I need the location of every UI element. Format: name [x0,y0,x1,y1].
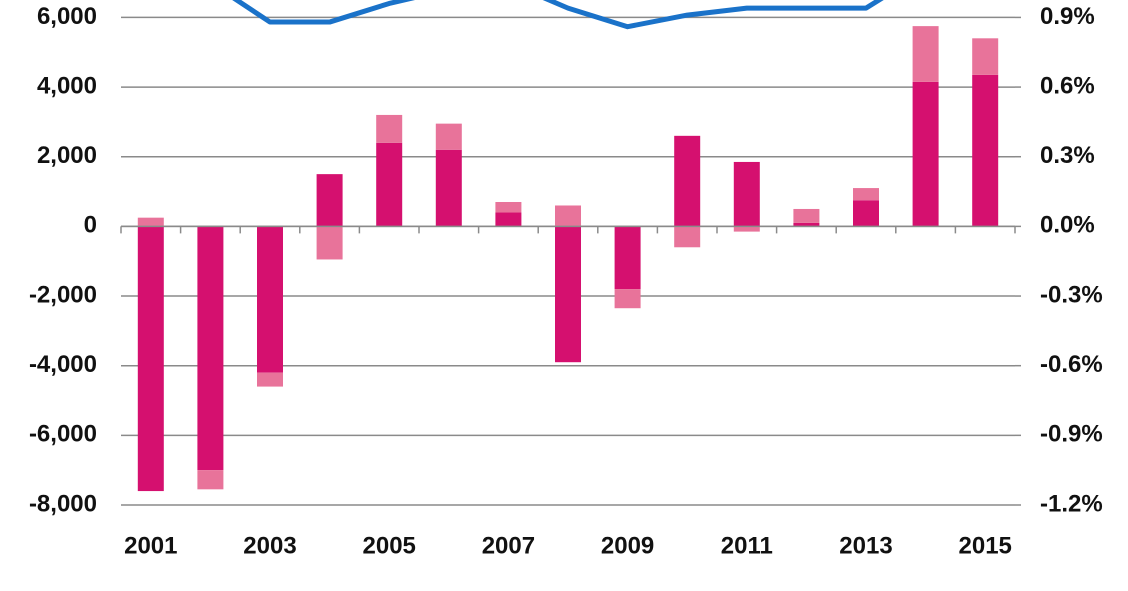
y2-tick-label: -1.2% [1040,490,1103,517]
bar [853,200,879,227]
bar [495,212,522,227]
bar [137,217,164,227]
bar [316,226,343,260]
bar [555,205,581,227]
bar [555,226,581,363]
bar [912,81,939,227]
line-group [232,0,884,30]
bar [197,470,224,490]
y-tick-label: 6,000 [37,3,97,30]
y-tick-label: -4,000 [29,351,97,378]
y-tick-label: -2,000 [29,281,97,308]
y2-tick-label: 0.6% [1040,72,1095,99]
bar [793,222,820,227]
x-tick-label: 2005 [363,532,416,559]
y-tick-label: 2,000 [37,142,97,169]
x-tick-label: 2007 [482,532,535,559]
line [232,0,884,30]
y-tick-label: -8,000 [29,490,97,517]
y2-tick-label: 0.9% [1040,3,1095,30]
bar [912,26,939,82]
bar [972,38,999,75]
bar [614,226,641,290]
y-tick-label: -6,000 [29,421,97,448]
y-tick-label: 4,000 [37,72,97,99]
x-tick-label: 2009 [601,532,654,559]
y2-tick-label: -0.6% [1040,351,1103,378]
bar [316,174,343,227]
bar [376,142,403,227]
y2-tick-label: 0.0% [1040,212,1095,239]
bar [614,289,641,309]
bar [197,226,224,471]
bar [674,135,701,227]
bar [972,74,999,227]
bar [733,161,760,227]
bar [376,114,403,143]
bar [674,226,701,248]
bar [853,188,879,201]
y2-tick-label: -0.3% [1040,281,1103,308]
bar [495,202,522,213]
y2-tick-label: 0.3% [1040,142,1095,169]
bar [257,226,283,373]
y2-tick-label: -0.9% [1040,421,1103,448]
bar [435,123,462,150]
bar [257,372,283,387]
bar [733,226,760,232]
x-tick-label: 2003 [243,532,296,559]
bar [435,149,462,227]
bar [793,208,820,223]
y-tick-label: 0 [84,212,97,239]
bar [137,226,164,492]
x-tick-label: 2001 [124,532,177,559]
x-tick-label: 2013 [839,532,892,559]
x-tick-label: 2011 [721,532,773,559]
x-tick-label: 2015 [959,532,1012,559]
